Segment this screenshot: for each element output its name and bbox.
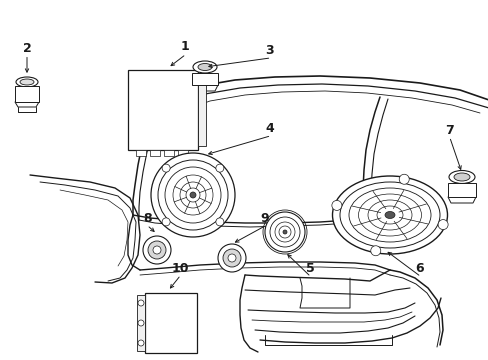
Circle shape xyxy=(274,222,294,242)
Circle shape xyxy=(151,153,235,237)
Bar xyxy=(447,183,475,197)
Circle shape xyxy=(264,212,305,252)
Text: 5: 5 xyxy=(305,261,314,274)
Circle shape xyxy=(158,160,227,230)
Circle shape xyxy=(283,230,286,234)
Circle shape xyxy=(138,340,143,346)
Circle shape xyxy=(148,241,165,259)
Bar xyxy=(15,86,39,102)
Bar xyxy=(145,293,197,353)
Text: 1: 1 xyxy=(180,40,189,54)
Ellipse shape xyxy=(339,182,439,248)
Ellipse shape xyxy=(448,171,474,184)
Circle shape xyxy=(269,217,299,247)
Circle shape xyxy=(223,249,241,267)
Circle shape xyxy=(185,188,200,202)
Bar xyxy=(150,150,160,156)
Ellipse shape xyxy=(332,176,447,254)
Text: 2: 2 xyxy=(22,41,31,54)
Bar xyxy=(136,150,146,156)
Circle shape xyxy=(153,246,161,254)
Circle shape xyxy=(331,201,341,211)
Ellipse shape xyxy=(348,188,430,242)
Ellipse shape xyxy=(198,63,212,71)
Circle shape xyxy=(437,220,447,230)
Ellipse shape xyxy=(193,61,217,73)
Circle shape xyxy=(190,192,196,198)
Ellipse shape xyxy=(453,173,469,181)
Text: 4: 4 xyxy=(265,122,274,135)
Text: 7: 7 xyxy=(445,123,453,136)
Circle shape xyxy=(142,236,171,264)
Circle shape xyxy=(180,182,205,208)
Text: 8: 8 xyxy=(143,211,152,225)
Circle shape xyxy=(227,254,236,262)
Circle shape xyxy=(138,300,143,306)
Bar xyxy=(163,150,174,156)
Circle shape xyxy=(162,164,170,172)
Text: 3: 3 xyxy=(265,44,274,57)
Circle shape xyxy=(162,218,170,226)
Bar xyxy=(178,150,187,156)
Circle shape xyxy=(215,164,224,172)
Circle shape xyxy=(215,218,224,226)
Circle shape xyxy=(138,320,143,326)
Ellipse shape xyxy=(384,211,394,219)
Bar xyxy=(198,74,205,146)
Circle shape xyxy=(370,246,380,256)
Circle shape xyxy=(164,167,221,223)
Bar xyxy=(128,70,198,150)
Ellipse shape xyxy=(358,194,421,236)
Text: 6: 6 xyxy=(415,261,424,274)
Ellipse shape xyxy=(367,200,411,230)
Bar xyxy=(137,295,145,351)
Bar xyxy=(192,73,218,85)
Circle shape xyxy=(218,244,245,272)
Circle shape xyxy=(279,226,290,238)
Circle shape xyxy=(173,175,213,215)
Ellipse shape xyxy=(20,79,34,85)
Ellipse shape xyxy=(376,206,402,224)
Circle shape xyxy=(398,174,408,184)
Ellipse shape xyxy=(16,77,38,87)
Text: 9: 9 xyxy=(260,211,269,225)
Text: 10: 10 xyxy=(171,261,188,274)
